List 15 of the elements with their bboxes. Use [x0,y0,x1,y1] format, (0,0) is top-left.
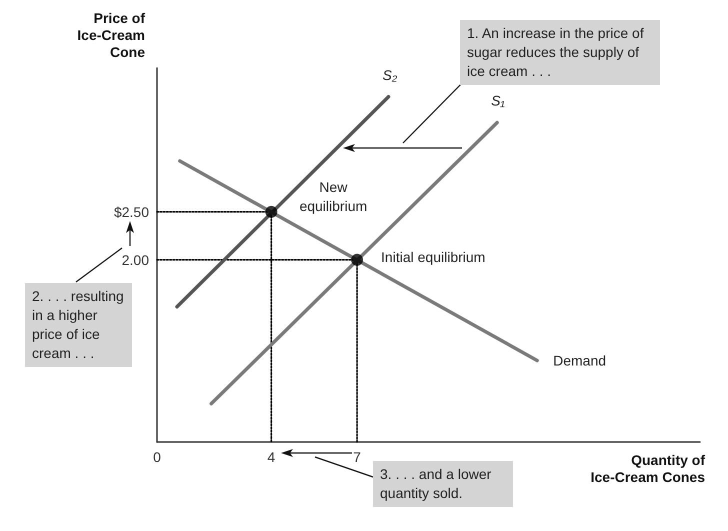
y-axis-title: Price of Ice-Cream Cone [77,10,145,60]
annotation: New equilibrium [299,178,368,214]
x-tick-label: 4 [267,449,276,465]
annotation: Initial equilibrium [381,248,486,265]
text: 1. An increase in the price of sugar reduces the supply of ice cream . . . [467,25,644,79]
series-label: S₁ [491,92,506,109]
text: 2. . . . resulting in a higher price of ice cream . . . [32,288,124,361]
series-label: S₂ [382,66,398,83]
x-tick-label: 7 [353,449,362,465]
y-tick-label: 2.00 [122,252,150,268]
x-tick-label: 0 [153,449,162,465]
series-label: Demand [553,352,606,368]
text: Quantity of Ice-Cream Cones [590,452,705,485]
y-tick-label: $2.50 [114,204,150,220]
text: 3. . . . and a lower quantity sold. [380,466,492,501]
